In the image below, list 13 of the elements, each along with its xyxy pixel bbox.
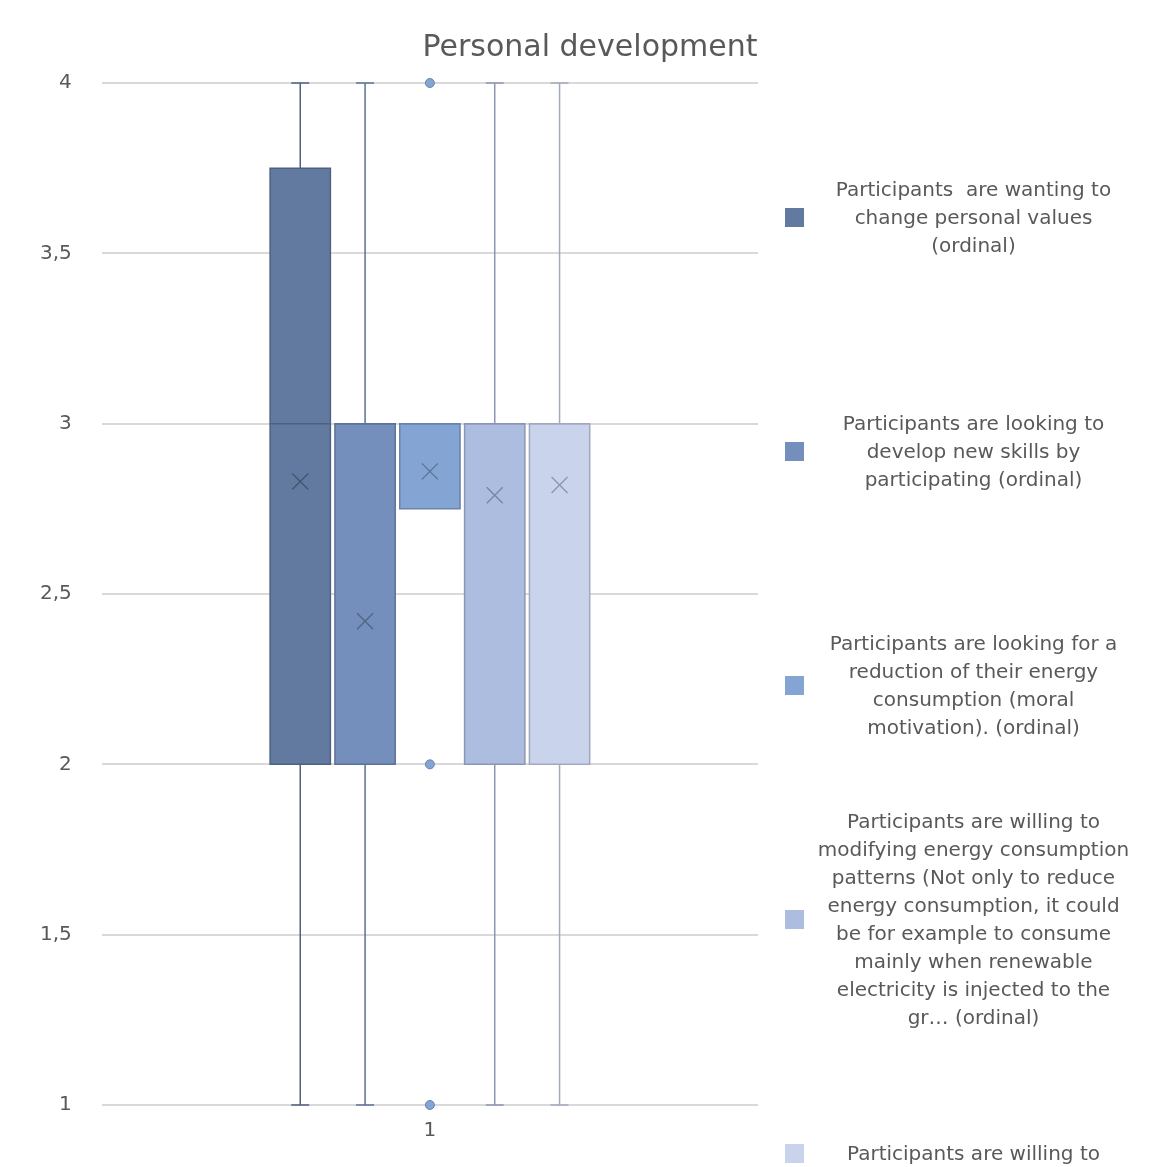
chart-title: Personal development xyxy=(421,28,759,63)
y-tick-label: 3,5 xyxy=(39,239,72,264)
legend-label: Participants are wanting to change personal values (ordinal) xyxy=(834,176,1113,259)
y-tick-label: 4 xyxy=(59,69,72,94)
y-tick-label: 2 xyxy=(59,750,72,775)
y-tick-label: 1 xyxy=(59,1091,72,1116)
legend-label: Participants are willing to xyxy=(846,1140,1101,1167)
y-tick-label: 2,5 xyxy=(39,580,72,605)
text: Participants are willing to modifying energy consumption patterns (Not only to reduce energy consumption, it could be for example to consume mainly when renewable electricity is injected to the gr… (ordinal) xyxy=(816,808,1131,1031)
y-tick-label: 3 xyxy=(59,409,72,434)
y-tick-label: 1,5 xyxy=(39,920,72,945)
legend-label: Participants are looking to develop new skills by participating (ordinal) xyxy=(841,410,1106,493)
legend-label: Participants are looking for a reduction of their energy consumption (moral motivation). (ordinal) xyxy=(828,630,1119,741)
